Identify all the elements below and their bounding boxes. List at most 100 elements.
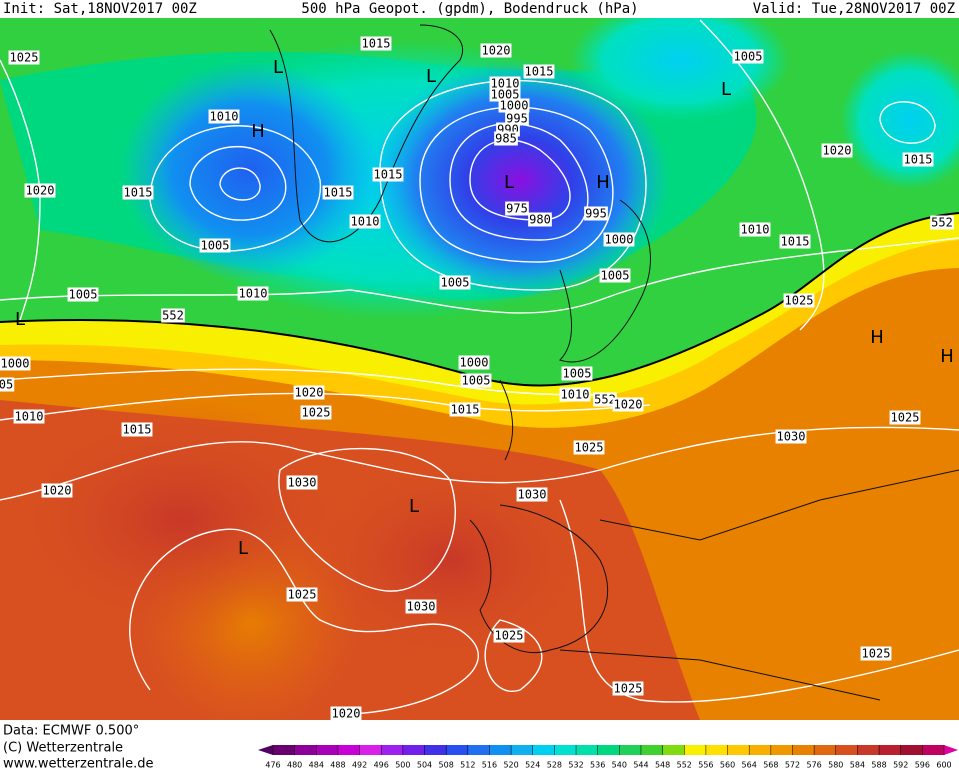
- isobar-label-bg: [286, 587, 318, 602]
- colorbar-cell: [554, 745, 577, 755]
- isobar-label: 1000: [500, 99, 529, 113]
- colorbar-tick-label: 488: [330, 761, 345, 770]
- isobar-label: 1025: [862, 647, 891, 661]
- isobar-label-bg: [349, 214, 381, 229]
- pressure-center: H: [251, 121, 265, 142]
- colorbar-tick-label: 568: [763, 761, 778, 770]
- isobar-label-bg: [67, 287, 99, 302]
- colorbar-cell: [640, 745, 664, 755]
- init-time: Init: Sat,18NOV2017 00Z: [3, 1, 197, 17]
- pressure-center: L: [15, 309, 25, 330]
- isobar-label-bg: [293, 385, 325, 400]
- isobar-label: 1020: [295, 386, 324, 400]
- isobar-label: 1005: [563, 367, 592, 381]
- colorbar-cell: [381, 745, 404, 755]
- isobar-label-bg: [494, 131, 518, 146]
- colorbar-cell: [294, 745, 317, 755]
- isobar-label-bg: [779, 234, 811, 249]
- colorbar-cell: [792, 745, 815, 755]
- isobar-label: 1025: [891, 411, 920, 425]
- isobar-label-bg: [458, 355, 490, 370]
- colorbar-tick-label: 476: [265, 761, 280, 770]
- isobar-label-bg: [561, 366, 593, 381]
- colorbar-cell: [619, 745, 642, 755]
- colorbar-tick-label: 524: [525, 761, 540, 770]
- colorbar-tick-label: 544: [633, 761, 648, 770]
- pressure-center: L: [721, 79, 731, 100]
- colorbar-cell: [749, 745, 772, 755]
- valid-time: Valid: Tue,28NOV2017 00Z: [753, 1, 955, 17]
- isobar-label-bg: [889, 410, 921, 425]
- isobar-label-bg: [449, 402, 481, 417]
- colorbar-cell: [597, 745, 620, 755]
- colorbar-tick-label: 528: [547, 761, 562, 770]
- isobar-label-bg: [498, 98, 530, 113]
- data-source: Data: ECMWF 0.500°: [3, 724, 139, 739]
- isobar-label-bg: [612, 397, 644, 412]
- isobar-label: 1010: [210, 110, 239, 124]
- colorbar-tick-label: 532: [568, 761, 583, 770]
- isobar-label: 05: [0, 378, 13, 392]
- isobar-label: 1010: [351, 215, 380, 229]
- isobar-label-bg: [330, 706, 362, 721]
- isobar-label-bg: [902, 152, 934, 167]
- isobar-label-bg: [489, 87, 521, 102]
- colorbar-cell: [814, 745, 837, 755]
- colorbar-cell: [273, 745, 296, 755]
- isobar-label: 1005: [201, 239, 230, 253]
- isobar-label-bg: [930, 215, 954, 230]
- isobar-label: 1020: [332, 707, 361, 721]
- isobar-label: 1030: [777, 430, 806, 444]
- isobar-label-bg: [122, 185, 154, 200]
- isobar-label: 1010: [561, 388, 590, 402]
- isobar-label-bg: [439, 275, 471, 290]
- isobar-label-bg: [612, 681, 644, 696]
- isobar-label: 1005: [734, 50, 763, 64]
- isobar-label: 1015: [781, 235, 810, 249]
- isobar-label: 975: [506, 202, 528, 216]
- isobar-label: 1010: [491, 77, 520, 91]
- pressure-center: L: [426, 66, 436, 87]
- isobar-label-bg: [208, 109, 240, 124]
- colorbar-cell: [316, 745, 339, 755]
- isobar-label: 1025: [495, 629, 524, 643]
- isobar-label: 1000: [605, 233, 634, 247]
- colorbar-tick-label: 512: [460, 761, 475, 770]
- isobar-label-bg: [322, 185, 354, 200]
- isobar-label-bg: [516, 487, 548, 502]
- isobar-label: 1005: [491, 88, 520, 102]
- isobar-label: 1010: [741, 223, 770, 237]
- colorbar-low-arrow: [258, 745, 273, 755]
- colorbar-tick-label: 584: [850, 761, 865, 770]
- isobar-label: 1015: [362, 37, 391, 51]
- isobar-label: 995: [585, 207, 607, 221]
- isobar-label: 1025: [575, 441, 604, 455]
- colorbar-tick-label: 596: [915, 761, 930, 770]
- colorbar-tick-label: 480: [287, 761, 302, 770]
- isobar-label-bg: [237, 286, 269, 301]
- isobar-label: 1020: [482, 44, 511, 58]
- isobar-label-bg: [480, 43, 512, 58]
- isobar-label: 1025: [614, 682, 643, 696]
- map-field: [0, 18, 959, 720]
- isobar-label-bg: [783, 293, 815, 308]
- isobar-label: 552: [162, 309, 184, 323]
- isobar-label-bg: [505, 111, 529, 126]
- colorbar-tick-label: 496: [374, 761, 389, 770]
- header-bar: [0, 0, 959, 18]
- isobar-label: 1025: [288, 588, 317, 602]
- isobar-label-bg: [599, 268, 631, 283]
- colorbar-tick-label: 508: [439, 761, 454, 770]
- isobar-label-bg: [24, 183, 56, 198]
- isobar-label: 995: [506, 112, 528, 126]
- isobar-label-bg: [739, 222, 771, 237]
- pressure-center: H: [870, 327, 884, 348]
- colorbar-cell: [359, 745, 382, 755]
- isobar-label-bg: [573, 440, 605, 455]
- colorbar-cell: [446, 745, 469, 755]
- isobar-label-bg: [405, 599, 437, 614]
- isobar-label-bg: [775, 429, 807, 444]
- colorbar-cell: [705, 745, 729, 755]
- colorbar-cell: [337, 745, 361, 755]
